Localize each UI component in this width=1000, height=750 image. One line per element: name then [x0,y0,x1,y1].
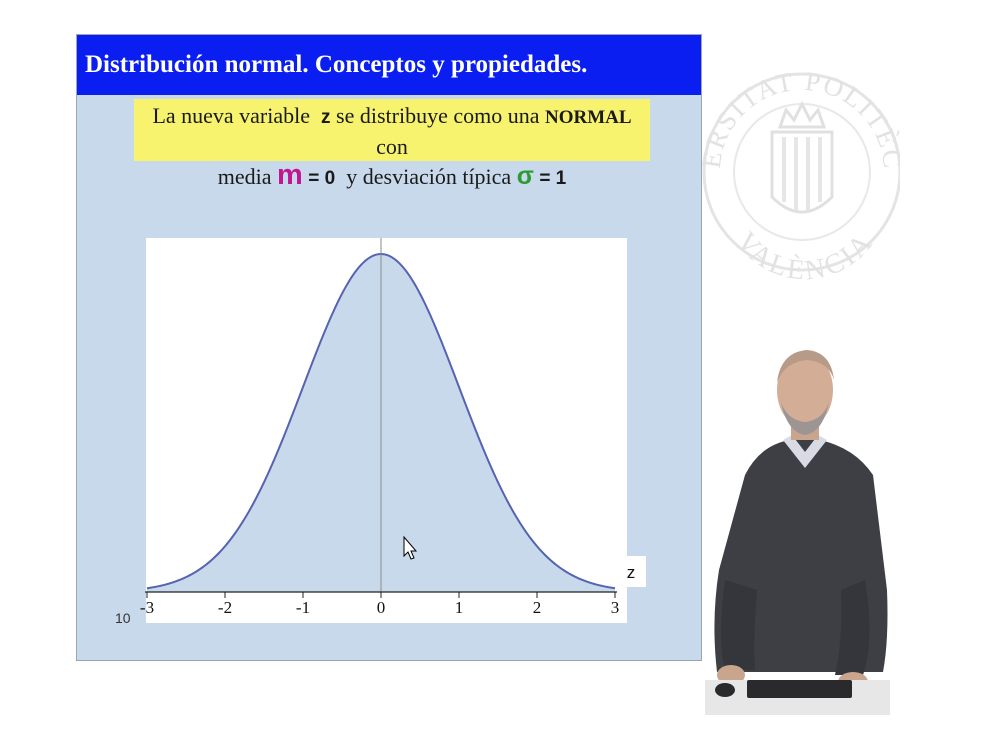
x-tick-label: 3 [611,598,620,617]
x-tick-label: 1 [455,598,464,617]
info-text-4: media [217,164,272,189]
info-mu-value: = 0 [308,168,336,189]
info-sigma-symbol: σ [516,162,534,190]
info-mu-symbol: m [277,159,303,191]
x-axis-label: z [627,563,636,582]
info-normal: NORMAL [544,107,632,128]
mouse-pointer-icon [403,535,418,560]
x-tick-label: -1 [296,598,310,617]
info-text-5: y desviación típica [346,164,512,189]
slide: Distribución normal. Conceptos y propied… [76,34,702,661]
slide-number: 10 [115,610,131,626]
svg-text:VALÈNCIA: VALÈNCIA [730,226,880,287]
info-text-2: se distribuye como una [336,103,540,128]
info-text-1: La nueva variable [152,103,311,128]
slide-title: Distribución normal. Conceptos y propied… [77,35,701,95]
presenter-video [705,350,890,715]
normal-curve-chart: -3 -2 -1 0 1 2 3 z [140,238,646,623]
info-sigma-value: = 1 [539,168,567,189]
axis-label-box [616,556,646,587]
info-box: La nueva variable z se distribuye como u… [134,99,650,190]
x-ticks: -3 -2 -1 0 1 2 3 [140,592,619,617]
svg-text:UNIVERSITAT POLITÈCNICA: UNIVERSITAT POLITÈCNICA [700,22,900,172]
x-tick-label: 2 [533,598,542,617]
x-tick-label: 0 [377,598,386,617]
university-seal-logo: UNIVERSITAT POLITÈCNICA VALÈNCIA [700,22,900,287]
seal-text-bottom: VALÈNCIA [730,226,877,287]
info-var-z: z [321,107,331,128]
info-text-3: con [376,134,408,159]
x-tick-label: -2 [218,598,232,617]
seal-text-top: UNIVERSITAT POLITÈCNICA [700,22,900,172]
x-tick-label: -3 [140,598,154,617]
